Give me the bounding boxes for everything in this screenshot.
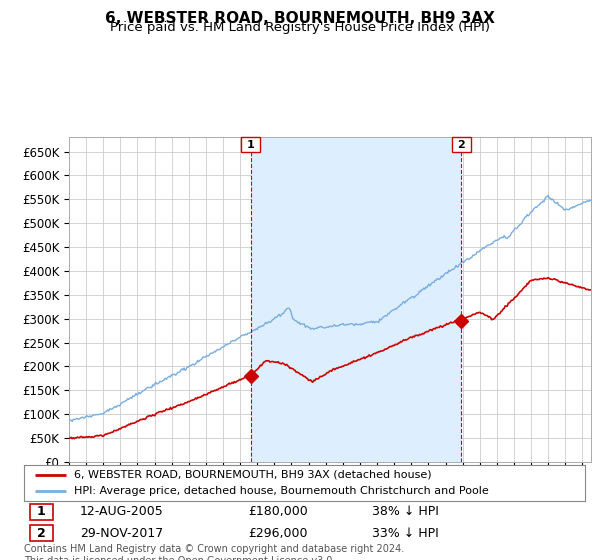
Text: £180,000: £180,000 [248, 505, 308, 519]
Bar [251, 137, 461, 462]
Text: £296,000: £296,000 [248, 526, 308, 540]
Text: 38% ↓ HPI: 38% ↓ HPI [372, 505, 439, 519]
Text: HPI: Average price, detached house, Bournemouth Christchurch and Poole: HPI: Average price, detached house, Bour… [74, 487, 489, 496]
Text: 29-NOV-2017: 29-NOV-2017 [80, 526, 163, 540]
Text: 1: 1 [247, 139, 254, 150]
Text: 12-AUG-2005: 12-AUG-2005 [80, 505, 164, 519]
Text: 6, WEBSTER ROAD, BOURNEMOUTH, BH9 3AX: 6, WEBSTER ROAD, BOURNEMOUTH, BH9 3AX [105, 11, 495, 26]
Text: 33% ↓ HPI: 33% ↓ HPI [372, 526, 439, 540]
Text: 1: 1 [37, 505, 46, 519]
Text: 2: 2 [37, 526, 46, 540]
Text: Price paid vs. HM Land Registry's House Price Index (HPI): Price paid vs. HM Land Registry's House … [110, 21, 490, 34]
FancyBboxPatch shape [29, 525, 53, 541]
FancyBboxPatch shape [29, 504, 53, 520]
Text: 6, WEBSTER ROAD, BOURNEMOUTH, BH9 3AX (detached house): 6, WEBSTER ROAD, BOURNEMOUTH, BH9 3AX (d… [74, 470, 432, 479]
Text: Contains HM Land Registry data © Crown copyright and database right 2024.
This d: Contains HM Land Registry data © Crown c… [24, 544, 404, 560]
FancyBboxPatch shape [241, 137, 260, 152]
Text: 2: 2 [457, 139, 465, 150]
FancyBboxPatch shape [452, 137, 470, 152]
